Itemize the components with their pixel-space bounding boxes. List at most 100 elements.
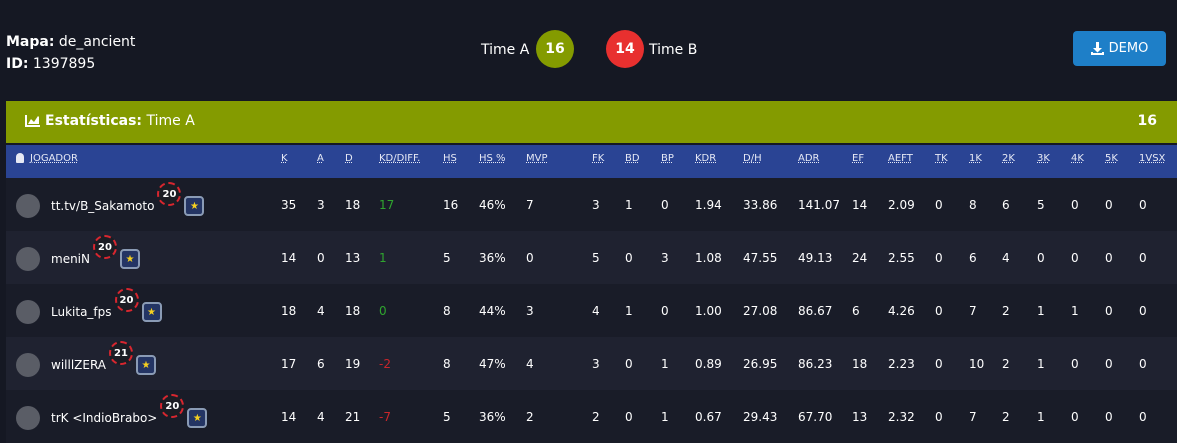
stat-cell: 18 bbox=[281, 304, 297, 318]
stat-cell: 27.08 bbox=[743, 304, 778, 318]
stat-cell: 0 bbox=[1139, 198, 1147, 212]
rank-badge: ★ bbox=[187, 408, 208, 428]
column-header: 3K bbox=[1037, 153, 1050, 164]
stat-cell: 4 bbox=[317, 304, 325, 318]
stat-cell: 13 bbox=[345, 251, 361, 265]
stat-cell: 1 bbox=[1037, 410, 1045, 424]
stats-bar: Estatísticas: Time A 16 bbox=[6, 101, 1177, 143]
column-header: BD bbox=[625, 153, 640, 164]
stats-score: 16 bbox=[1137, 113, 1157, 129]
table-row: willlZERA 21 ★ 17 6 19 -2 8 47% 4 3 0 1 0.89 26.95 86.2… bbox=[6, 337, 1177, 390]
stat-cell: 2 bbox=[1002, 304, 1010, 318]
stat-cell: 5 bbox=[443, 410, 451, 424]
stat-cell: 0 bbox=[1105, 410, 1113, 424]
stat-cell: 14 bbox=[281, 410, 297, 424]
stat-cell: 14 bbox=[852, 198, 868, 212]
id-label: ID: bbox=[6, 56, 29, 72]
stat-cell: 0 bbox=[1139, 251, 1147, 265]
stat-cell: 10 bbox=[969, 357, 985, 371]
stat-cell: 24 bbox=[852, 251, 868, 265]
stat-cell: 0 bbox=[379, 304, 387, 318]
stat-cell: 3 bbox=[592, 198, 600, 212]
stat-cell: 36% bbox=[479, 410, 506, 424]
column-header: FK bbox=[592, 153, 605, 164]
column-header: KD/DIFF. bbox=[379, 153, 421, 164]
column-header: ADR bbox=[798, 153, 820, 164]
column-header: BP bbox=[661, 153, 674, 164]
stat-cell: 18 bbox=[345, 198, 361, 212]
stat-cell: 1 bbox=[661, 357, 669, 371]
rank-badge: ★ bbox=[141, 302, 162, 322]
table-header bbox=[6, 145, 1177, 178]
stat-cell: 0 bbox=[1105, 304, 1113, 318]
stat-cell: 3 bbox=[317, 198, 325, 212]
column-header: AEFT bbox=[888, 153, 913, 164]
column-header: K bbox=[281, 153, 288, 164]
demo-button[interactable]: DEMO bbox=[1073, 31, 1166, 66]
map-line: Mapa: de_ancient bbox=[6, 34, 135, 50]
stat-cell: 0 bbox=[1139, 357, 1147, 371]
column-header: JOGADOR bbox=[30, 153, 78, 164]
stat-cell: 1 bbox=[1037, 304, 1045, 318]
column-header: TK bbox=[935, 153, 948, 164]
table-row: trK <IndioBrabo> 20 ★ 14 4 21 -7 5 36% 2 2 0 1 0.67 29… bbox=[6, 390, 1177, 443]
stat-cell: 0 bbox=[625, 251, 633, 265]
stat-cell: 49.13 bbox=[798, 251, 833, 265]
stat-cell: 47% bbox=[479, 357, 506, 371]
stat-cell: 0 bbox=[1071, 410, 1079, 424]
stat-cell: 86.23 bbox=[798, 357, 833, 371]
stats-title: Estatísticas: Time A bbox=[45, 113, 195, 129]
score-b: 14 bbox=[606, 30, 644, 68]
stat-cell: 67.70 bbox=[798, 410, 833, 424]
demo-label: DEMO bbox=[1108, 41, 1149, 56]
stat-cell: 5 bbox=[1037, 198, 1045, 212]
stat-cell: 0 bbox=[935, 304, 943, 318]
column-header: 1K bbox=[969, 153, 982, 164]
column-header: 5K bbox=[1105, 153, 1118, 164]
column-header: A bbox=[317, 153, 324, 164]
stat-cell: 4.26 bbox=[888, 304, 915, 318]
stat-cell: 6 bbox=[969, 251, 977, 265]
stats-label: Estatísticas: bbox=[45, 113, 143, 129]
player-name: meniN bbox=[51, 252, 90, 266]
stat-cell: 16 bbox=[443, 198, 459, 212]
stat-cell: 1.94 bbox=[695, 198, 722, 212]
score-a: 16 bbox=[536, 30, 574, 68]
stat-cell: 26.95 bbox=[743, 357, 778, 371]
user-icon bbox=[16, 153, 24, 163]
stat-cell: 86.67 bbox=[798, 304, 833, 318]
column-header: EF bbox=[852, 153, 865, 164]
table-row: Lukita_fps 20 ★ 18 4 18 0 8 44% 3 4 1 0 1.00 27.08 86.6… bbox=[6, 284, 1177, 337]
column-header: D bbox=[345, 153, 353, 164]
avatar bbox=[16, 353, 40, 377]
stat-cell: 1 bbox=[1037, 357, 1045, 371]
stat-cell: 1.00 bbox=[695, 304, 722, 318]
stat-cell: 0 bbox=[661, 198, 669, 212]
stat-cell: 0 bbox=[935, 410, 943, 424]
match-id: 1397895 bbox=[32, 56, 96, 72]
avatar bbox=[16, 247, 40, 271]
stat-cell: 18 bbox=[345, 304, 361, 318]
stat-cell: 7 bbox=[969, 304, 977, 318]
stat-cell: 0.67 bbox=[695, 410, 722, 424]
id-line: ID: 1397895 bbox=[6, 56, 95, 72]
stat-cell: 7 bbox=[969, 410, 977, 424]
stat-cell: 1 bbox=[661, 410, 669, 424]
stat-cell: 3 bbox=[661, 251, 669, 265]
stat-cell: 2 bbox=[526, 410, 534, 424]
stat-cell: 0.89 bbox=[695, 357, 722, 371]
stat-cell: 0 bbox=[935, 251, 943, 265]
avatar bbox=[16, 406, 40, 430]
stat-cell: 0 bbox=[935, 357, 943, 371]
avatar bbox=[16, 194, 40, 218]
stats-team: Time A bbox=[146, 113, 195, 129]
stat-cell: 0 bbox=[1139, 304, 1147, 318]
stat-cell: 2.23 bbox=[888, 357, 915, 371]
column-header: KDR bbox=[695, 153, 717, 164]
stat-cell: 8 bbox=[443, 357, 451, 371]
rank-badge: ★ bbox=[184, 196, 205, 216]
stat-cell: 14 bbox=[281, 251, 297, 265]
stat-cell: 33.86 bbox=[743, 198, 778, 212]
stat-cell: 3 bbox=[526, 304, 534, 318]
